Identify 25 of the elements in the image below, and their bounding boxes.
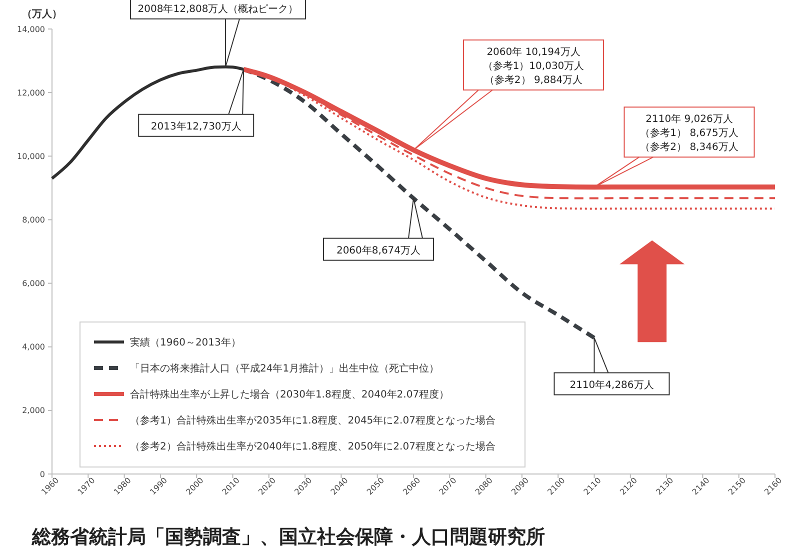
legend-label: 実績（1960～2013年） xyxy=(130,336,241,348)
annotation: （参考1） 8,675万人 xyxy=(640,127,738,140)
annotation: 2060年 10,194万人 xyxy=(486,46,580,58)
y-tick-label: 0 xyxy=(40,470,45,479)
annotation: （参考2） 8,346万人 xyxy=(640,141,738,154)
y-tick-label: 4,000 xyxy=(22,342,45,352)
y-tick-label: 6,000 xyxy=(22,279,45,288)
y-tick-label: 8,000 xyxy=(22,216,45,225)
legend-label: （参考2）合計特殊出生率が2040年に1.8程度、2050年に2.07程度となった場合 xyxy=(130,440,496,452)
y-axis-title: （万人） xyxy=(22,8,62,20)
legend-label: （参考1）合計特殊出生率が2035年に1.8程度、2045年に2.07程度となった場合 xyxy=(130,414,496,426)
annotation: 2060年8,674万人 xyxy=(336,244,421,256)
y-tick-label: 14,000 xyxy=(17,24,45,34)
legend-label: 合計特殊出生率が上昇した場合（2030年1.8程度、2040年2.07程度） xyxy=(130,388,450,400)
annotation: （参考2） 9,884万人 xyxy=(484,74,583,86)
legend-label: 「日本の将来推計人口（平成24年1月推計）」出生中位（死亡中位） xyxy=(130,362,440,374)
text: 2008年12,808万人（概ねピーク） xyxy=(138,2,298,15)
y-tick-label: 2,000 xyxy=(22,406,45,416)
y-tick-label: 12,000 xyxy=(17,88,45,98)
annotation: 2110年4,286万人 xyxy=(570,378,654,391)
text: 総務省統計局「国勢調査」、国立社会保障・人口問題研究所 xyxy=(31,526,545,548)
annotation: 2013年12,730万人 xyxy=(150,120,242,132)
y-tick-label: 10,000 xyxy=(17,152,45,161)
annotation: 2110年 9,026万人 xyxy=(646,113,733,126)
annotation: （参考1）10,030万人 xyxy=(482,60,584,72)
